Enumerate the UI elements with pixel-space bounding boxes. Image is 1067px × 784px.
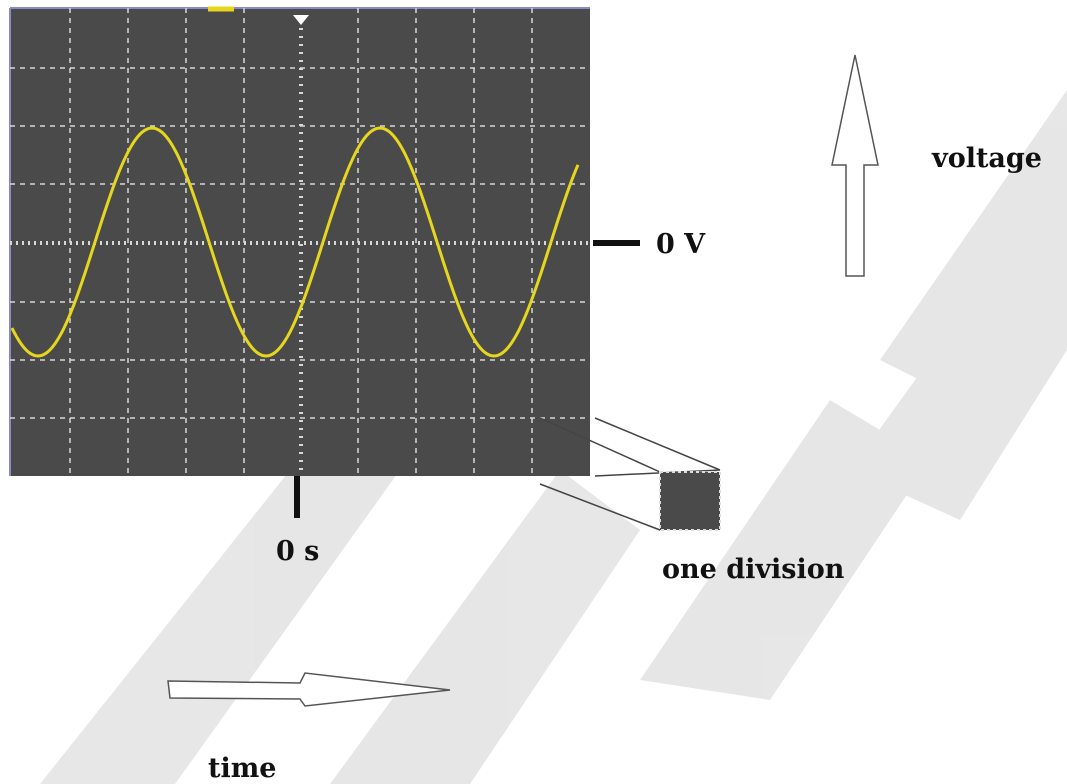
one-division-label: one division [662,554,845,585]
callout-line-mid [594,417,721,471]
screen-grid [10,8,590,476]
voltage-arrow [831,54,879,277]
one-division-box [659,471,721,531]
one-division-callout [539,417,721,531]
sine-wave-trace [10,126,580,358]
trigger-position-marker [293,15,309,25]
callout-line-bottom [539,483,661,531]
callout-line-top [539,417,661,473]
time-label: time [208,753,276,784]
time-arrow [167,672,451,707]
zero-volt-label: 0 V [656,229,706,260]
watermark [40,90,1067,784]
zero-time-label: 0 s [276,536,319,567]
voltage-label: voltage [931,143,1042,174]
callout-line-right [594,469,721,477]
